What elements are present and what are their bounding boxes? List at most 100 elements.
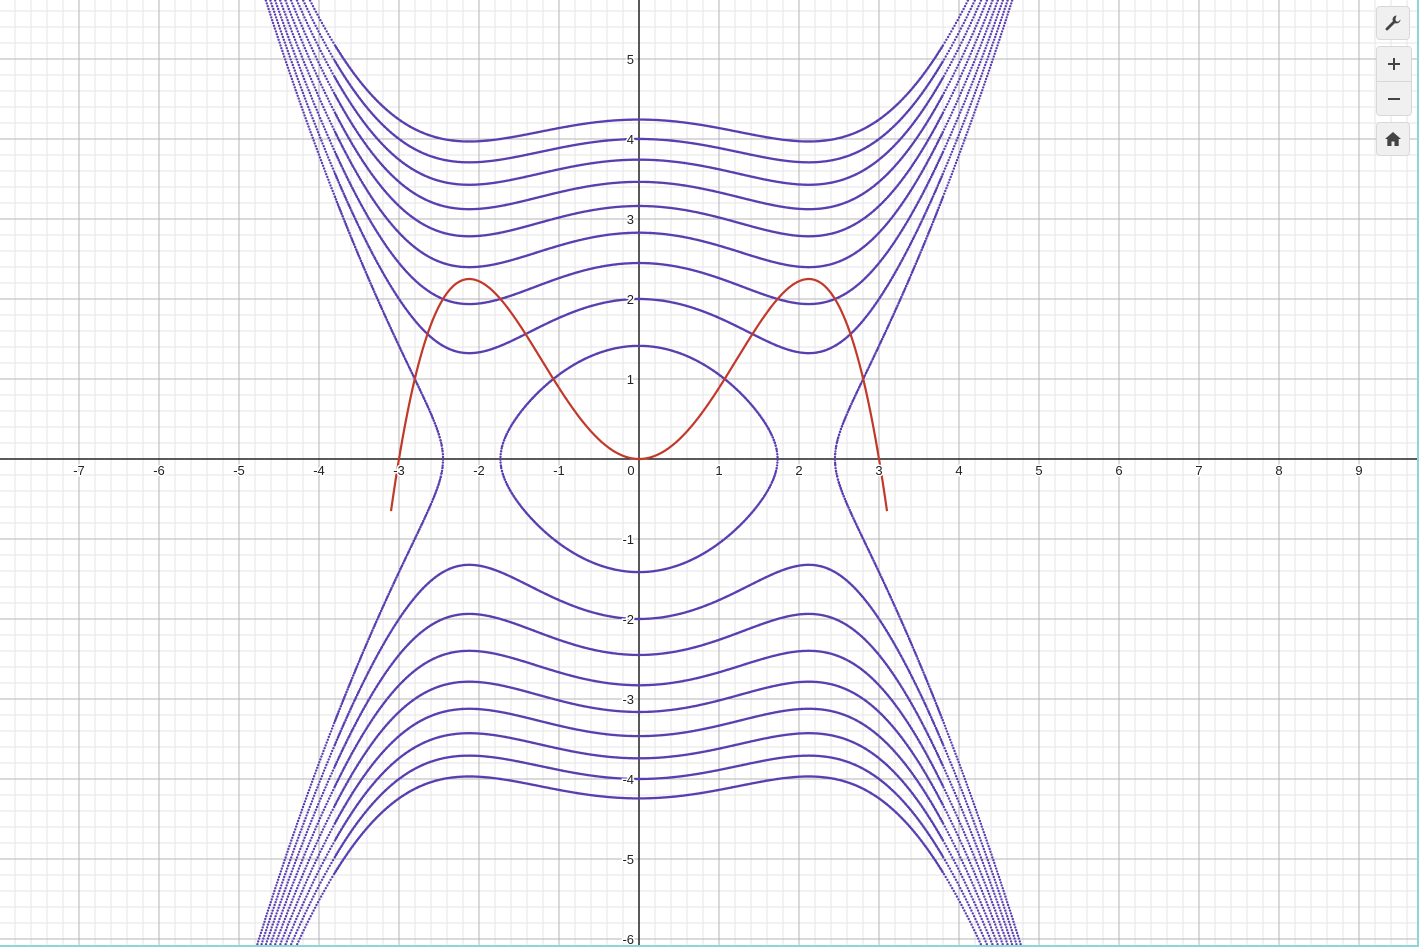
curve-dot bbox=[954, 142, 957, 145]
curve-dot bbox=[325, 741, 328, 744]
curve-dot bbox=[331, 167, 335, 170]
curve-dot bbox=[942, 766, 945, 769]
curve-dot bbox=[925, 678, 928, 681]
curve-dot bbox=[1008, 937, 1012, 940]
curve-dot bbox=[315, 789, 318, 792]
curve-dot bbox=[273, 27, 277, 30]
curve-dot bbox=[890, 317, 893, 320]
curve-dot bbox=[333, 764, 337, 768]
curve-dot bbox=[1002, 889, 1005, 893]
curve-dot bbox=[277, 892, 280, 895]
curve-dot bbox=[265, 926, 269, 929]
curve-dot bbox=[385, 597, 388, 600]
curve-dot bbox=[921, 669, 924, 672]
curve-dot bbox=[965, 133, 968, 137]
curve-dot bbox=[989, 49, 992, 53]
curve-dot bbox=[365, 273, 368, 276]
curve-dot bbox=[1003, 7, 1006, 11]
curve-dot bbox=[968, 791, 972, 795]
curve-dot bbox=[960, 147, 963, 151]
curve-dot bbox=[849, 404, 852, 408]
curve-dot bbox=[955, 139, 958, 142]
curve-dot bbox=[919, 251, 922, 254]
curve-dot bbox=[896, 304, 899, 307]
curve-dot bbox=[943, 724, 947, 727]
curve-dot bbox=[307, 89, 310, 92]
curve-dot bbox=[330, 772, 333, 775]
curve-dot bbox=[402, 355, 406, 358]
curve-dot bbox=[300, 808, 304, 811]
curve-dot bbox=[924, 212, 927, 215]
curve-dot bbox=[954, 161, 958, 165]
curve-dot bbox=[262, 937, 265, 940]
curve-dot bbox=[353, 243, 356, 246]
curve-dot bbox=[931, 720, 935, 723]
curve-dot bbox=[379, 609, 383, 613]
curve-dot bbox=[292, 66, 295, 70]
curve-dot bbox=[858, 386, 861, 389]
curve-dot bbox=[974, 89, 978, 92]
curve-dot bbox=[300, 89, 304, 92]
curve-dot bbox=[887, 323, 891, 326]
curve-dot bbox=[346, 227, 349, 230]
curve-dot bbox=[284, 887, 287, 890]
curve-dot bbox=[1000, 16, 1004, 19]
curve-dot bbox=[959, 766, 962, 769]
curve-dot bbox=[888, 321, 892, 324]
curve-dot bbox=[967, 805, 970, 809]
curve-dot bbox=[776, 453, 779, 456]
curve-dot bbox=[354, 217, 357, 220]
curve-dot bbox=[441, 461, 445, 464]
curve-dot bbox=[975, 86, 979, 89]
curve-dot bbox=[499, 455, 502, 459]
curve-dot bbox=[315, 805, 319, 809]
curve-dot bbox=[945, 164, 948, 167]
curve-dot bbox=[1003, 920, 1006, 923]
curve-dot bbox=[371, 286, 374, 289]
curve-dot bbox=[256, 943, 259, 946]
curve-dot bbox=[923, 673, 926, 676]
curve-dot bbox=[349, 234, 352, 237]
curve-dot bbox=[952, 747, 955, 750]
curve-dot bbox=[421, 393, 424, 397]
curve-dot bbox=[333, 172, 337, 175]
curve-dot bbox=[927, 683, 930, 686]
curve-dot bbox=[939, 714, 942, 717]
curve-dot bbox=[967, 91, 970, 95]
curve-dot bbox=[958, 783, 961, 786]
curve-dot bbox=[950, 173, 953, 176]
curve-dot bbox=[894, 308, 897, 311]
curve-dot bbox=[960, 789, 963, 792]
curve-dot bbox=[380, 607, 384, 611]
curve-dot bbox=[394, 337, 397, 340]
curve-dot bbox=[992, 24, 995, 27]
curve-dot bbox=[938, 179, 941, 183]
curve-dot bbox=[329, 142, 333, 145]
curve-dot bbox=[504, 480, 508, 484]
curve-dot bbox=[369, 633, 372, 636]
curve-dot bbox=[1015, 943, 1018, 946]
curve-dot bbox=[1013, 923, 1016, 926]
curve-dot bbox=[901, 293, 904, 296]
curve-dot bbox=[377, 299, 380, 302]
curve-dot bbox=[381, 310, 385, 313]
curve-dot bbox=[272, 24, 276, 27]
curve-dot bbox=[950, 150, 954, 153]
curve-dot bbox=[303, 77, 306, 81]
curve-dot bbox=[276, 21, 280, 25]
curve-dot bbox=[944, 749, 947, 753]
curve-dot bbox=[325, 153, 329, 156]
curve-dot bbox=[325, 173, 328, 176]
curve-dot bbox=[325, 783, 328, 786]
curve-dot bbox=[1006, 13, 1009, 16]
curve-dot bbox=[957, 133, 960, 137]
curve-dot bbox=[999, 881, 1002, 884]
curve-dot bbox=[298, 850, 301, 853]
curve-dot bbox=[272, 7, 275, 11]
curve-dot bbox=[954, 122, 957, 126]
curve-dot bbox=[1011, 917, 1014, 921]
curve-dot bbox=[995, 16, 998, 19]
curve-dot bbox=[901, 622, 904, 625]
